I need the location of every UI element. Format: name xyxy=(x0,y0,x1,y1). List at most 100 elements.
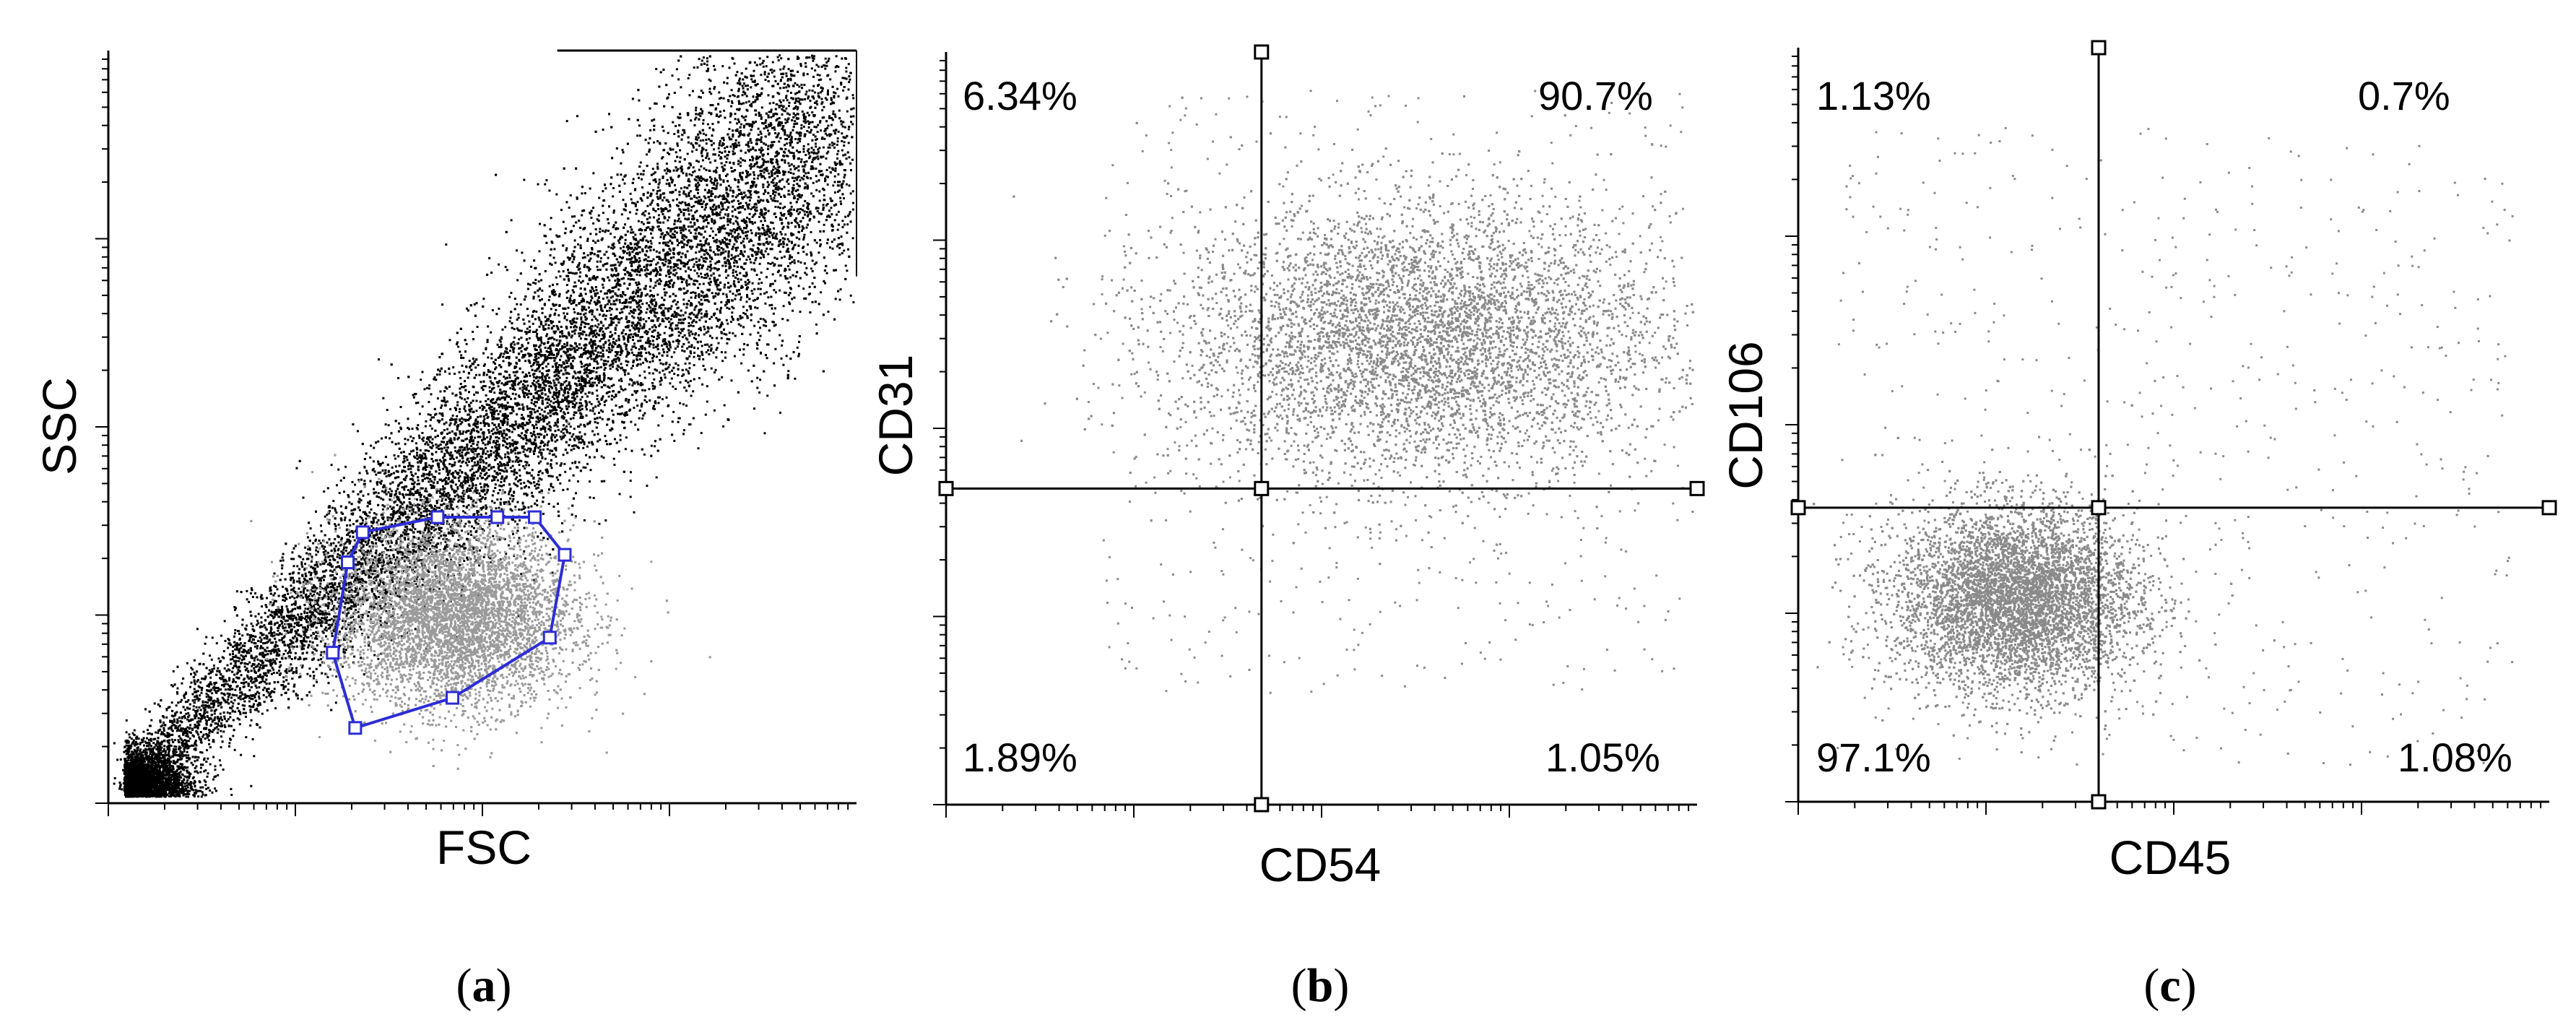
scatter-point xyxy=(443,465,446,468)
scatter-point xyxy=(693,364,695,366)
scatter-point xyxy=(508,355,511,358)
scatter-point xyxy=(783,194,786,197)
scatter-point xyxy=(784,133,786,136)
scatter-point xyxy=(839,196,842,199)
scatter-point xyxy=(537,183,539,186)
scatter-point xyxy=(775,182,778,185)
scatter-point xyxy=(555,362,558,365)
scatter-point xyxy=(210,717,212,720)
scatter-point xyxy=(752,157,755,160)
scatter-point xyxy=(729,189,732,192)
scatter-point xyxy=(457,496,460,499)
scatter-point xyxy=(536,499,538,502)
scatter-point xyxy=(657,186,660,189)
scatter-point xyxy=(116,758,119,761)
scatter-point xyxy=(654,281,657,284)
scatter-point xyxy=(760,147,763,150)
scatter-point xyxy=(651,308,654,311)
scatter-point xyxy=(462,371,465,373)
scatter-point xyxy=(417,503,419,506)
scatter-point xyxy=(643,347,646,350)
scatter-point xyxy=(157,754,160,757)
scatter-point xyxy=(553,248,556,251)
scatter-point xyxy=(160,753,162,756)
scatter-point xyxy=(506,428,508,430)
scatter-point xyxy=(508,445,511,448)
scatter-point xyxy=(824,97,827,100)
scatter-point xyxy=(713,409,716,412)
scatter-point xyxy=(764,250,767,253)
scatter-point xyxy=(732,150,734,153)
scatter-point xyxy=(441,493,443,495)
scatter-point xyxy=(413,561,416,564)
scatter-point xyxy=(799,211,801,214)
scatter-point xyxy=(847,142,850,144)
scatter-point xyxy=(467,504,470,506)
scatter-point xyxy=(479,475,482,477)
scatter-point xyxy=(389,505,392,508)
scatter-point xyxy=(802,147,805,150)
scatter-point xyxy=(660,303,663,306)
scatter-point xyxy=(702,257,705,260)
scatter-point xyxy=(692,291,695,294)
scatter-point xyxy=(734,220,737,222)
scatter-point xyxy=(637,281,640,284)
scatter-point xyxy=(820,170,823,173)
scatter-point xyxy=(579,337,582,340)
scatter-point xyxy=(577,332,580,335)
scatter-point xyxy=(716,347,719,350)
scatter-point xyxy=(790,222,793,225)
scatter-point xyxy=(693,263,696,266)
scatter-point xyxy=(432,536,435,539)
scatter-point xyxy=(635,292,637,295)
scatter-point xyxy=(848,81,851,84)
scatter-point xyxy=(629,480,632,482)
scatter-point xyxy=(571,254,574,257)
scatter-point xyxy=(634,270,637,273)
scatter-point xyxy=(835,55,838,58)
scatter-point xyxy=(586,367,589,369)
scatter-point xyxy=(697,354,699,357)
scatter-point xyxy=(696,313,699,316)
scatter-point xyxy=(555,355,558,358)
scatter-point xyxy=(637,246,640,248)
scatter-point xyxy=(266,690,268,693)
scatter-point xyxy=(685,279,688,282)
scatter-point xyxy=(204,737,207,740)
scatter-point xyxy=(808,56,811,59)
scatter-point xyxy=(583,384,585,387)
scatter-point xyxy=(700,233,703,236)
scatter-point xyxy=(438,412,441,415)
scatter-point xyxy=(615,317,617,320)
panel-a: FSC SSC xyxy=(32,49,857,874)
scatter-point xyxy=(429,465,432,468)
scatter-point xyxy=(689,423,692,426)
scatter-point xyxy=(669,228,672,230)
scatter-point xyxy=(451,414,454,417)
scatter-point xyxy=(274,622,277,625)
scatter-point xyxy=(815,323,818,326)
scatter-point xyxy=(497,467,500,470)
scatter-point xyxy=(470,429,473,432)
scatter-point xyxy=(758,200,761,203)
scatter-point xyxy=(841,220,844,222)
scatter-point xyxy=(845,70,848,73)
scatter-point xyxy=(377,472,380,474)
scatter-point xyxy=(709,207,712,209)
scatter-point xyxy=(602,190,604,193)
scatter-point xyxy=(816,74,819,76)
scatter-point xyxy=(804,199,807,202)
scatter-point xyxy=(790,163,793,166)
scatter-point xyxy=(779,101,782,104)
scatter-point xyxy=(682,212,685,215)
scatter-point xyxy=(750,229,753,232)
scatter-point xyxy=(794,105,797,108)
scatter-point xyxy=(421,438,424,441)
scatter-point xyxy=(170,701,173,704)
scatter-point xyxy=(385,475,388,477)
scatter-point xyxy=(315,631,318,633)
scatter-point xyxy=(205,696,208,698)
scatter-point xyxy=(685,404,688,407)
scatter-point xyxy=(681,349,684,352)
scatter-point xyxy=(382,397,385,399)
